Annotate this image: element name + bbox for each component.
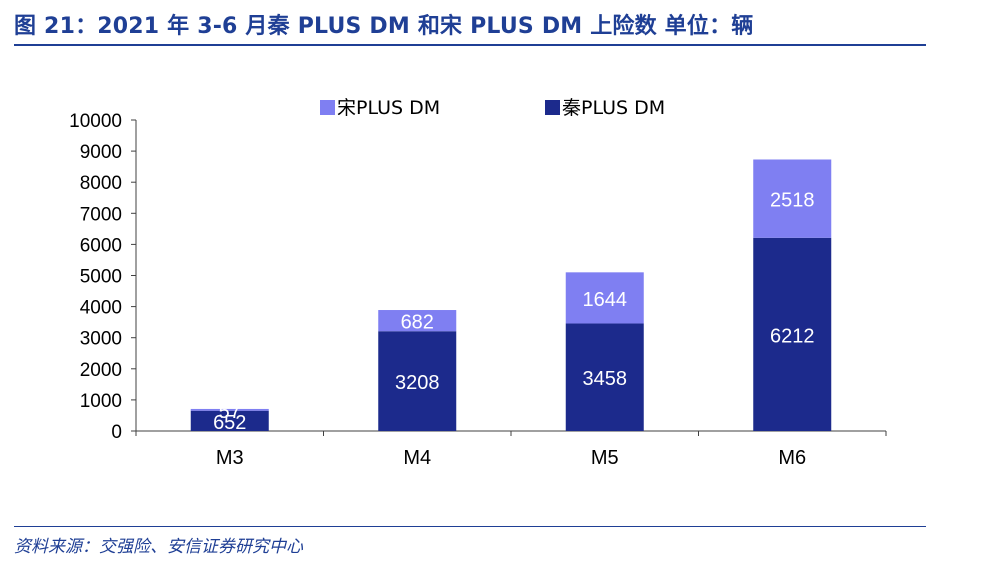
data-label: 2518 xyxy=(770,190,815,212)
bar-qin-M3 xyxy=(190,410,269,431)
x-tick-label: M3 xyxy=(216,447,244,469)
bar-qin-M6 xyxy=(753,237,832,431)
y-tick-label: 5000 xyxy=(80,267,122,288)
y-tick-label: 2000 xyxy=(80,360,122,381)
bar-song-M4 xyxy=(378,310,457,332)
bar-qin-M4 xyxy=(378,331,457,431)
y-tick-label: 0 xyxy=(111,422,122,443)
bar-song-M5 xyxy=(565,272,644,324)
data-label: 3208 xyxy=(395,372,440,394)
bar-qin-M5 xyxy=(565,323,644,431)
figure-title: 图 21：2021 年 3-6 月秦 PLUS DM 和宋 PLUS DM 上险… xyxy=(14,14,754,39)
bar-song-M6 xyxy=(753,159,832,238)
y-tick-label: 7000 xyxy=(80,204,122,225)
y-tick-label: 3000 xyxy=(80,329,122,350)
data-label: 682 xyxy=(401,312,434,334)
data-label: 6212 xyxy=(770,325,815,347)
stacked-bar-chart: 0 1000 2000 3000 4000 5000 6000 7000 8000 9000 100… xyxy=(69,97,887,469)
source-note: 资料来源：交强险、安信证券研究中心 xyxy=(14,537,303,557)
y-tick-label: 1000 xyxy=(80,391,122,412)
y-tick-label: 9000 xyxy=(80,142,122,163)
legend-swatch xyxy=(320,100,335,115)
legend-label: 秦PLUS DM xyxy=(562,97,665,119)
bar-song-M3 xyxy=(190,408,269,411)
y-tick-label: 8000 xyxy=(80,173,122,194)
y-tick-label: 10000 xyxy=(69,111,122,132)
data-label: 3458 xyxy=(583,368,628,390)
x-tick-label: M4 xyxy=(403,447,431,469)
y-tick-label: 6000 xyxy=(80,235,122,256)
data-label: 652 xyxy=(213,412,246,434)
title-rule xyxy=(14,44,926,46)
legend-swatch xyxy=(545,100,560,115)
legend-label: 宋PLUS DM xyxy=(337,97,440,119)
x-tick-label: M5 xyxy=(591,447,619,469)
x-tick-label: M6 xyxy=(778,447,806,469)
data-label: 1644 xyxy=(583,289,628,311)
y-tick-label: 4000 xyxy=(80,298,122,319)
source-rule xyxy=(14,526,926,527)
data-label: 57 xyxy=(219,401,241,423)
